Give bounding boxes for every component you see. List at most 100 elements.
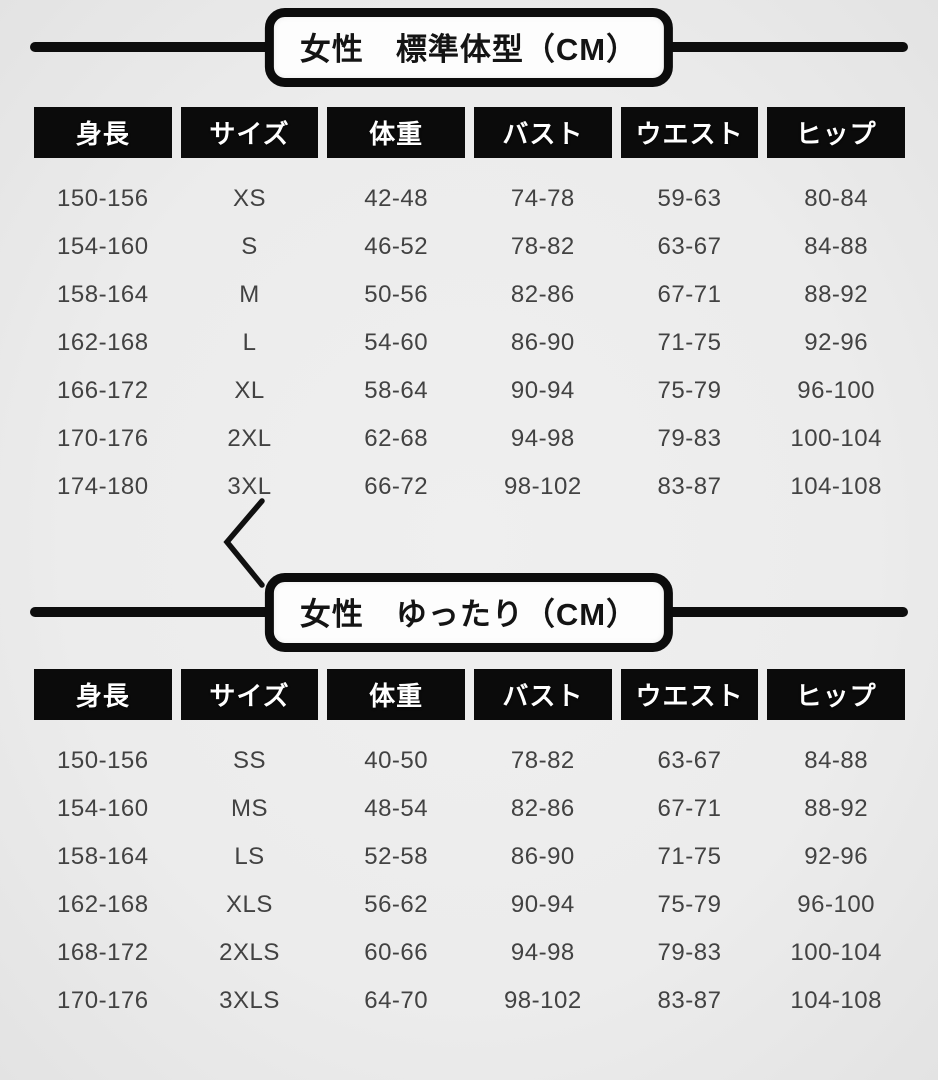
table-cell: 98-102 bbox=[503, 473, 582, 500]
table-cell: L bbox=[242, 329, 257, 356]
size-table-standard: 身長 サイズ 体重 バスト ウエスト ヒップ 150-156 XS 42-48 74-78 59-… bbox=[34, 107, 905, 511]
column-header: 体重 bbox=[327, 669, 465, 720]
table-cell: 96-100 bbox=[797, 377, 876, 404]
table-cell: 94-98 bbox=[510, 425, 575, 452]
table-cell: SS bbox=[232, 747, 266, 774]
table-cell: 82-86 bbox=[510, 281, 575, 308]
table-cell: 170-176 bbox=[57, 987, 149, 1014]
section-standard-title-band: 女性 標準体型（CM） bbox=[0, 8, 938, 87]
column-header: ヒップ bbox=[767, 669, 905, 720]
table-cell: 83-87 bbox=[657, 987, 722, 1014]
table-cell: 79-83 bbox=[657, 939, 722, 966]
column-header: 身長 bbox=[34, 669, 172, 720]
section-title: 女性 標準体型（CM） bbox=[299, 32, 639, 67]
table-row: 174-180 3XL 66-72 98-102 83-87 104-108 bbox=[34, 463, 905, 511]
table-cell: 154-160 bbox=[57, 233, 149, 260]
table-cell: 62-68 bbox=[364, 425, 429, 452]
column-header: ヒップ bbox=[767, 107, 905, 158]
table-row: 150-156 SS 40-50 78-82 63-67 84-88 bbox=[34, 737, 905, 785]
table-row: 158-164 M 50-56 82-86 67-71 88-92 bbox=[34, 271, 905, 319]
table-cell: 71-75 bbox=[657, 843, 722, 870]
table-cell: LS bbox=[234, 843, 265, 870]
table-cell: 40-50 bbox=[364, 747, 429, 774]
table-cell: 84-88 bbox=[804, 747, 869, 774]
table-cell: 78-82 bbox=[510, 747, 575, 774]
table-row: 162-168 XLS 56-62 90-94 75-79 96-100 bbox=[34, 881, 905, 929]
column-header: サイズ bbox=[180, 107, 319, 158]
table-cell: 63-67 bbox=[657, 233, 722, 260]
table-cell: M bbox=[239, 281, 260, 308]
table-cell: 94-98 bbox=[510, 939, 575, 966]
size-table-loose: 身長 サイズ 体重 バスト ウエスト ヒップ 150-156 SS 40-50 78-82 63-… bbox=[34, 669, 905, 1025]
column-header: サイズ bbox=[180, 669, 319, 720]
column-header: バスト bbox=[474, 669, 612, 720]
table-cell: 63-67 bbox=[657, 747, 722, 774]
column-header: バスト bbox=[474, 107, 612, 158]
column-header: ウエスト bbox=[620, 107, 759, 158]
table-row: 162-168 L 54-60 86-90 71-75 92-96 bbox=[34, 319, 905, 367]
table-cell: 67-71 bbox=[657, 795, 722, 822]
section-loose-title-band: 女性 ゆったり（CM） bbox=[0, 573, 938, 652]
table-cell: 46-52 bbox=[364, 233, 429, 260]
table-body: 150-156 XS 42-48 74-78 59-63 80-84 154-160 S 46-… bbox=[34, 175, 905, 511]
table-cell: 158-164 bbox=[57, 843, 149, 870]
table-cell: 88-92 bbox=[804, 281, 869, 308]
table-cell: 104-108 bbox=[790, 987, 882, 1014]
table-cell: 75-79 bbox=[657, 891, 722, 918]
table-cell: 92-96 bbox=[804, 843, 869, 870]
table-cell: 170-176 bbox=[57, 425, 149, 452]
table-cell: 74-78 bbox=[510, 185, 575, 212]
table-cell: 82-86 bbox=[510, 795, 575, 822]
table-cell: 3XLS bbox=[219, 987, 280, 1014]
column-header: 体重 bbox=[327, 107, 465, 158]
column-header: ウエスト bbox=[620, 669, 759, 720]
table-row: 158-164 LS 52-58 86-90 71-75 92-96 bbox=[34, 833, 905, 881]
table-cell: 67-71 bbox=[657, 281, 722, 308]
table-cell: 174-180 bbox=[57, 473, 149, 500]
table-cell: 75-79 bbox=[657, 377, 722, 404]
table-cell: 59-63 bbox=[657, 185, 722, 212]
table-cell: 48-54 bbox=[364, 795, 429, 822]
table-cell: 150-156 bbox=[57, 185, 149, 212]
table-cell: 66-72 bbox=[364, 473, 429, 500]
table-cell: 2XL bbox=[227, 425, 272, 452]
table-cell: 150-156 bbox=[57, 747, 149, 774]
header-row: 身長 サイズ 体重 バスト ウエスト ヒップ bbox=[34, 107, 905, 158]
table-cell: 58-64 bbox=[364, 377, 429, 404]
table-cell: S bbox=[241, 233, 258, 260]
table-cell: 86-90 bbox=[510, 843, 575, 870]
table-cell: 158-164 bbox=[57, 281, 149, 308]
table-cell: 96-100 bbox=[797, 891, 876, 918]
table-row: 154-160 MS 48-54 82-86 67-71 88-92 bbox=[34, 785, 905, 833]
table-cell: 80-84 bbox=[804, 185, 869, 212]
table-cell: 79-83 bbox=[657, 425, 722, 452]
table-row: 170-176 3XLS 64-70 98-102 83-87 104-108 bbox=[34, 977, 905, 1025]
column-header: 身長 bbox=[34, 107, 172, 158]
table-cell: XS bbox=[232, 185, 266, 212]
table-row: 154-160 S 46-52 78-82 63-67 84-88 bbox=[34, 223, 905, 271]
title-badge-loose: 女性 ゆったり（CM） bbox=[264, 573, 674, 652]
header-row: 身長 サイズ 体重 バスト ウエスト ヒップ bbox=[34, 669, 905, 720]
table-body: 150-156 SS 40-50 78-82 63-67 84-88 154-160 MS 48… bbox=[34, 737, 905, 1025]
table-cell: 54-60 bbox=[364, 329, 429, 356]
table-row: 150-156 XS 42-48 74-78 59-63 80-84 bbox=[34, 175, 905, 223]
table-cell: 71-75 bbox=[657, 329, 722, 356]
table-cell: 52-58 bbox=[364, 843, 429, 870]
table-cell: 2XLS bbox=[219, 939, 280, 966]
table-cell: 92-96 bbox=[804, 329, 869, 356]
table-cell: XL bbox=[234, 377, 265, 404]
table-cell: 50-56 bbox=[364, 281, 429, 308]
table-cell: 83-87 bbox=[657, 473, 722, 500]
table-cell: 88-92 bbox=[804, 795, 869, 822]
table-cell: 78-82 bbox=[510, 233, 575, 260]
table-cell: 90-94 bbox=[510, 891, 575, 918]
table-row: 166-172 XL 58-64 90-94 75-79 96-100 bbox=[34, 367, 905, 415]
table-cell: 100-104 bbox=[790, 425, 882, 452]
table-cell: 162-168 bbox=[57, 891, 149, 918]
table-cell: 90-94 bbox=[510, 377, 575, 404]
table-cell: 168-172 bbox=[57, 939, 149, 966]
table-row: 168-172 2XLS 60-66 94-98 79-83 100-104 bbox=[34, 929, 905, 977]
title-badge-standard: 女性 標準体型（CM） bbox=[264, 8, 674, 87]
table-cell: MS bbox=[230, 795, 268, 822]
